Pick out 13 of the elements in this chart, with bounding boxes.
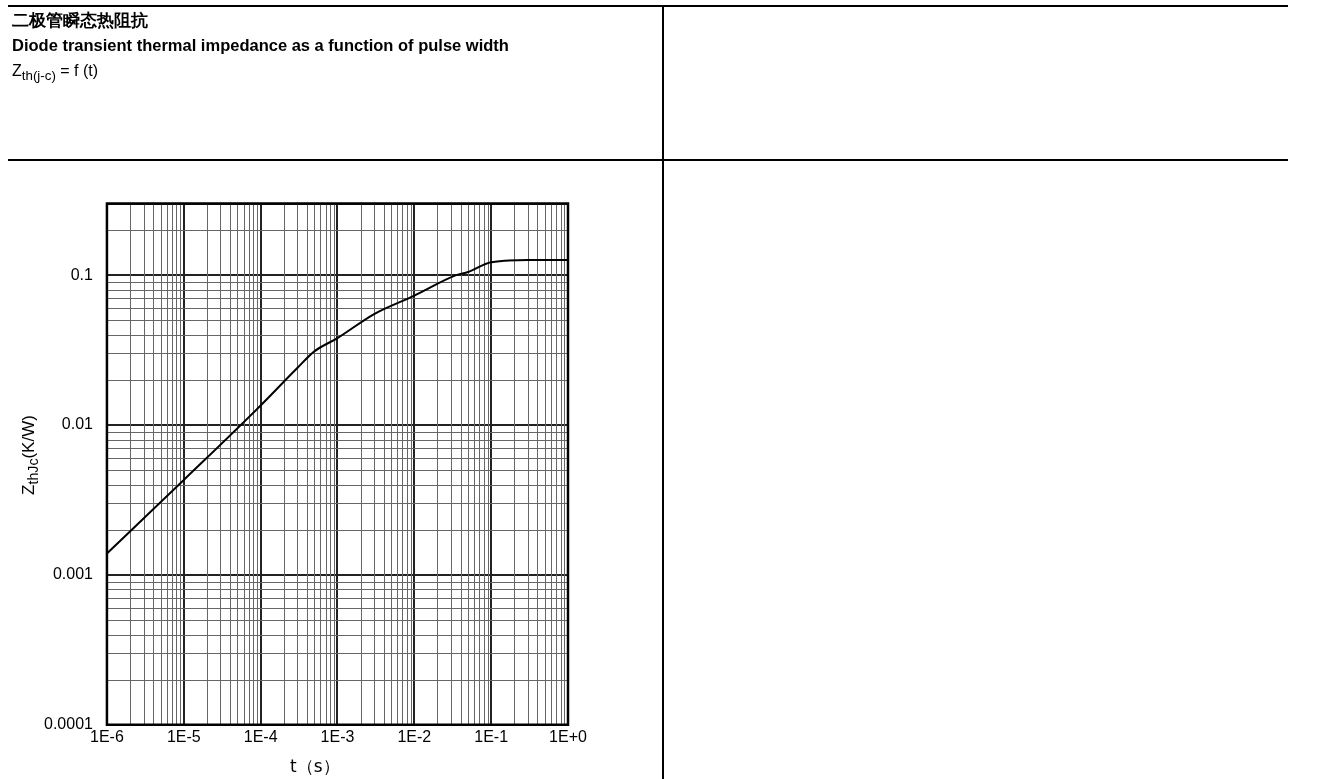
x-tick-label: 1E-4 <box>243 727 278 745</box>
y-tick-label: 0.01 <box>61 415 94 433</box>
x-tick-label: 1E-3 <box>320 727 355 745</box>
y-tick-label: 0.001 <box>52 565 94 583</box>
x-tick-label: 1E-2 <box>397 727 432 745</box>
x-tick-label: 1E+0 <box>549 727 588 745</box>
x-tick-label: 1E-1 <box>474 727 509 745</box>
text: Z$_{th(j-c)}$ = f (t) <box>12 62 99 84</box>
x-tick-label: 1E-5 <box>166 727 201 745</box>
x-axis-title: t（s） <box>290 755 340 778</box>
chart-subtitle: Diode transient thermal impedance as a function of pulse width <box>12 36 509 55</box>
y-tick-label: 0.1 <box>70 265 94 283</box>
chart-title: 二极管瞬态热阻抗 <box>12 9 148 32</box>
